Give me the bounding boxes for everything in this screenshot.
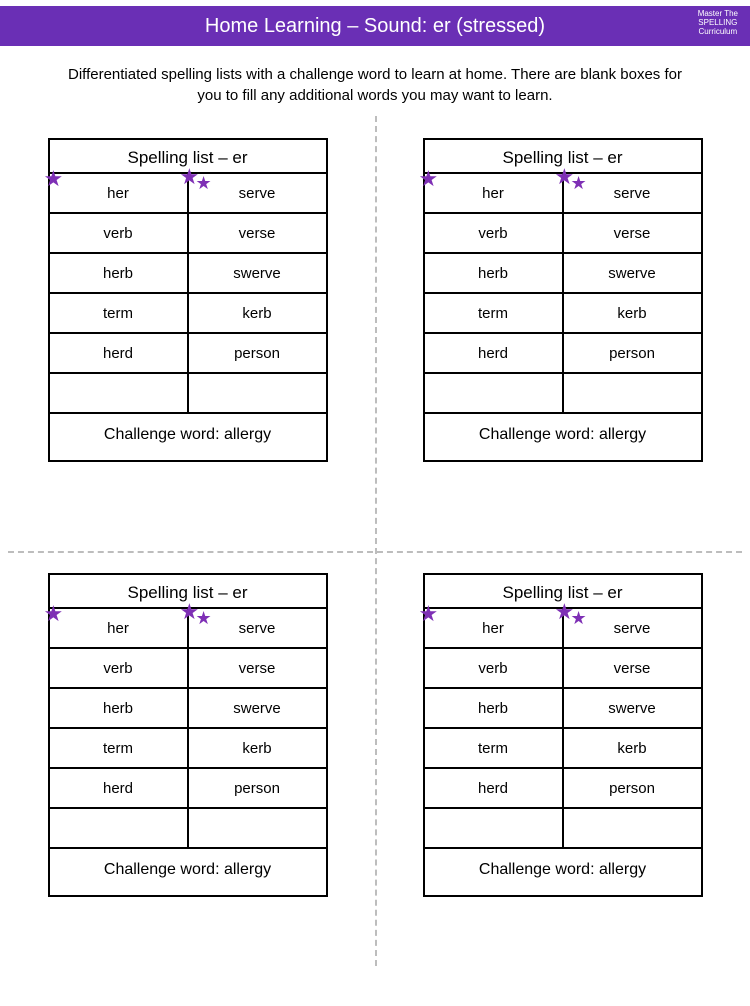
- table-row: termkerb: [50, 729, 326, 769]
- star-icon: ★: [44, 603, 64, 625]
- word-cell: swerve: [189, 689, 326, 729]
- word-cell: verse: [564, 214, 701, 254]
- word-cell: verb: [425, 649, 564, 689]
- challenge-word: Challenge word: allergy: [425, 849, 701, 895]
- word-cell: term: [50, 729, 189, 769]
- table-row: termkerb: [425, 729, 701, 769]
- word-cell: kerb: [189, 729, 326, 769]
- table-row: [50, 374, 326, 414]
- word-cell: her: [425, 174, 564, 214]
- spelling-card: ★ ★ ★ Spelling list – er herserve verbve…: [423, 138, 703, 462]
- word-cell: verb: [50, 649, 189, 689]
- word-cell: verse: [189, 214, 326, 254]
- word-cell: [564, 374, 701, 414]
- star-icon: ★: [196, 609, 212, 627]
- table-row: herbswerve: [50, 689, 326, 729]
- table-row: herdperson: [425, 334, 701, 374]
- table-row: [425, 809, 701, 849]
- word-cell: herb: [50, 254, 189, 294]
- word-cell: verse: [189, 649, 326, 689]
- word-cell: [564, 809, 701, 849]
- word-cell: [50, 374, 189, 414]
- word-cell: herd: [425, 769, 564, 809]
- word-cell: swerve: [564, 689, 701, 729]
- word-cell: person: [189, 334, 326, 374]
- word-cell: verb: [425, 214, 564, 254]
- table-row: verbverse: [425, 649, 701, 689]
- brand-logo: Master The SPELLING Curriculum: [698, 10, 738, 36]
- quadrant-top-right: ★ ★ ★ Spelling list – er herserve verbve…: [375, 116, 750, 551]
- word-cell: herd: [425, 334, 564, 374]
- challenge-word: Challenge word: allergy: [50, 414, 326, 460]
- table-row: herdperson: [50, 769, 326, 809]
- logo-line3: Curriculum: [698, 28, 738, 37]
- star-icon: ★: [196, 174, 212, 192]
- table-row: [425, 374, 701, 414]
- quadrant-bottom-left: ★ ★ ★ Spelling list – er herserve verbve…: [0, 551, 375, 986]
- word-cell: kerb: [564, 294, 701, 334]
- card-grid: ★ ★ ★ Spelling list – er herserve verbve…: [0, 116, 750, 986]
- star-icon: ★: [419, 168, 439, 190]
- word-cell: [189, 809, 326, 849]
- star-icon: ★: [44, 168, 64, 190]
- intro-text: Differentiated spelling lists with a cha…: [0, 46, 750, 116]
- quadrant-bottom-right: ★ ★ ★ Spelling list – er herserve verbve…: [375, 551, 750, 986]
- table-row: verbverse: [50, 649, 326, 689]
- challenge-word: Challenge word: allergy: [425, 414, 701, 460]
- table-row: termkerb: [425, 294, 701, 334]
- horizontal-divider: [8, 551, 742, 553]
- word-cell: term: [425, 729, 564, 769]
- word-cell: herb: [425, 254, 564, 294]
- challenge-word: Challenge word: allergy: [50, 849, 326, 895]
- word-cell: herb: [425, 689, 564, 729]
- star-icon: ★: [571, 609, 587, 627]
- word-cell: kerb: [564, 729, 701, 769]
- word-cell: person: [564, 769, 701, 809]
- table-row: herdperson: [425, 769, 701, 809]
- worksheet-page: Home Learning – Sound: er (stressed) Mas…: [0, 6, 750, 1006]
- star-icon: ★: [571, 174, 587, 192]
- word-cell: herd: [50, 769, 189, 809]
- word-cell: verse: [564, 649, 701, 689]
- word-cell: swerve: [189, 254, 326, 294]
- header-bar: Home Learning – Sound: er (stressed) Mas…: [0, 6, 750, 46]
- table-row: [50, 809, 326, 849]
- word-cell: person: [564, 334, 701, 374]
- word-cell: verb: [50, 214, 189, 254]
- table-row: verbverse: [425, 214, 701, 254]
- word-cell: [425, 374, 564, 414]
- word-cell: [50, 809, 189, 849]
- word-cell: person: [189, 769, 326, 809]
- word-cell: term: [425, 294, 564, 334]
- table-row: herbswerve: [50, 254, 326, 294]
- word-cell: [425, 809, 564, 849]
- spelling-card: ★ ★ ★ Spelling list – er herserve verbve…: [48, 138, 328, 462]
- spelling-card: ★ ★ ★ Spelling list – er herserve verbve…: [423, 573, 703, 897]
- word-cell: term: [50, 294, 189, 334]
- word-cell: swerve: [564, 254, 701, 294]
- table-row: herbswerve: [425, 689, 701, 729]
- word-cell: herb: [50, 689, 189, 729]
- vertical-divider: [375, 116, 377, 966]
- word-cell: her: [425, 609, 564, 649]
- word-cell: kerb: [189, 294, 326, 334]
- table-row: herdperson: [50, 334, 326, 374]
- table-row: termkerb: [50, 294, 326, 334]
- quadrant-top-left: ★ ★ ★ Spelling list – er herserve verbve…: [0, 116, 375, 551]
- page-title: Home Learning – Sound: er (stressed): [205, 15, 545, 38]
- word-cell: [189, 374, 326, 414]
- star-icon: ★: [419, 603, 439, 625]
- word-cell: herd: [50, 334, 189, 374]
- word-cell: her: [50, 174, 189, 214]
- word-cell: her: [50, 609, 189, 649]
- table-row: verbverse: [50, 214, 326, 254]
- spelling-card: ★ ★ ★ Spelling list – er herserve verbve…: [48, 573, 328, 897]
- table-row: herbswerve: [425, 254, 701, 294]
